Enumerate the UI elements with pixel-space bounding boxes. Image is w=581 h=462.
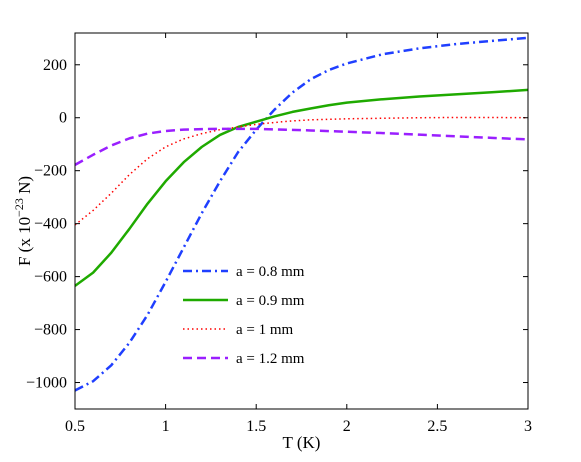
- axis-ticks: 0.5 1 1.5 2 2.5 3 −1000 −800 −600 −400 −200 0 200: [26, 33, 532, 435]
- legend-label-2: a = 0.9 mm: [236, 293, 305, 309]
- y-axis-label-suffix: N): [15, 176, 34, 198]
- x-tick-label: 2: [343, 418, 351, 435]
- y-axis-label: F (x 10−23 N): [12, 176, 34, 266]
- series-line-4: [75, 127, 528, 166]
- x-tick-label: 0.5: [65, 418, 85, 435]
- x-tick-label: 3: [524, 418, 532, 435]
- series-line-1: [75, 36, 528, 392]
- y-axis-label-prefix: F (x 10: [15, 217, 34, 266]
- legend-label-1: a = 0.8 mm: [236, 264, 305, 280]
- plot-frame: [74, 32, 529, 410]
- y-tick-label: 0: [59, 110, 67, 127]
- legend-label-3: a = 1 mm: [236, 322, 294, 338]
- y-axis-label-exponent: −23: [12, 198, 26, 217]
- x-tick-label: 1: [162, 418, 170, 435]
- x-tick-label: 1.5: [246, 418, 266, 435]
- series-layer: [75, 36, 528, 392]
- x-axis-label: T (K): [283, 433, 321, 452]
- y-tick-label: −200: [34, 163, 67, 180]
- series-line-2: [75, 88, 528, 287]
- y-tick-label: −1000: [26, 375, 67, 392]
- y-tick-label: −400: [34, 216, 67, 233]
- x-tick-label: 2.5: [427, 418, 447, 435]
- y-tick-label: −800: [34, 322, 67, 339]
- legend-label-4: a = 1.2 mm: [236, 351, 305, 367]
- y-tick-label: 200: [43, 57, 67, 74]
- y-tick-label: −600: [34, 269, 67, 286]
- legend: a = 0.8 mm a = 0.9 mm a = 1 mm a = 1.2 mm: [183, 264, 305, 367]
